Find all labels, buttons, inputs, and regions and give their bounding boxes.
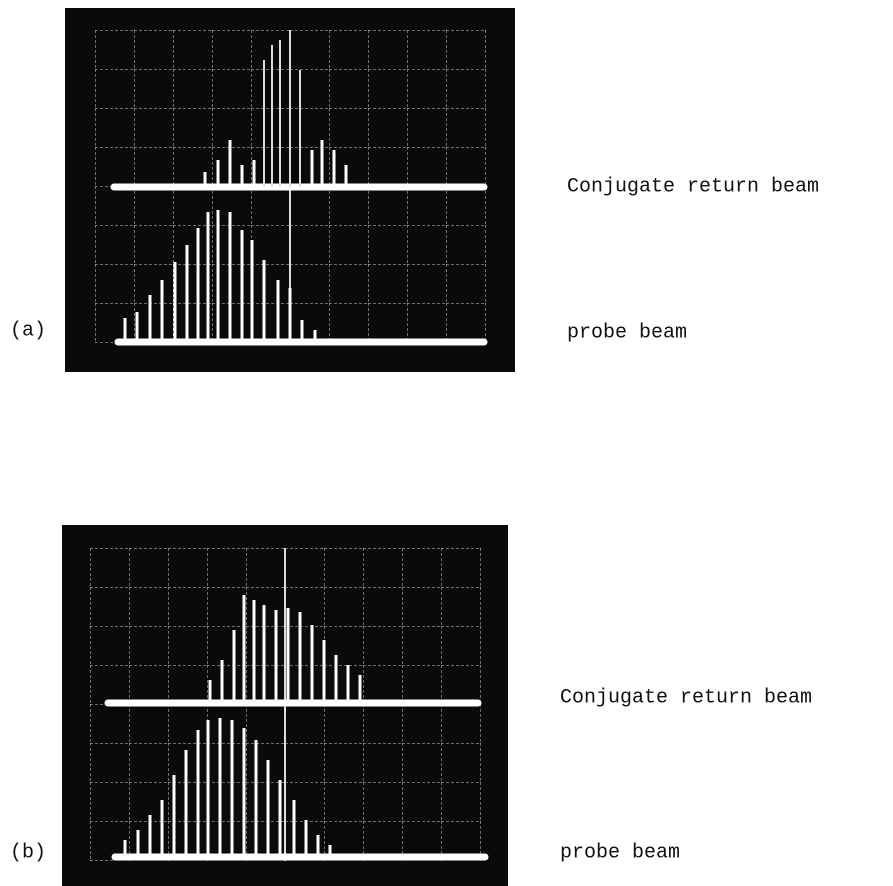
- trace-label: probe beam: [560, 841, 680, 864]
- oscilloscope-photo-a: [65, 8, 515, 372]
- panel-label: (a): [10, 319, 46, 342]
- panel-label: (b): [10, 841, 46, 864]
- trace-label: Conjugate return beam: [567, 175, 819, 198]
- trace-label: probe beam: [567, 321, 687, 344]
- trace-label: Conjugate return beam: [560, 686, 812, 709]
- oscilloscope-photo-b: [62, 525, 508, 886]
